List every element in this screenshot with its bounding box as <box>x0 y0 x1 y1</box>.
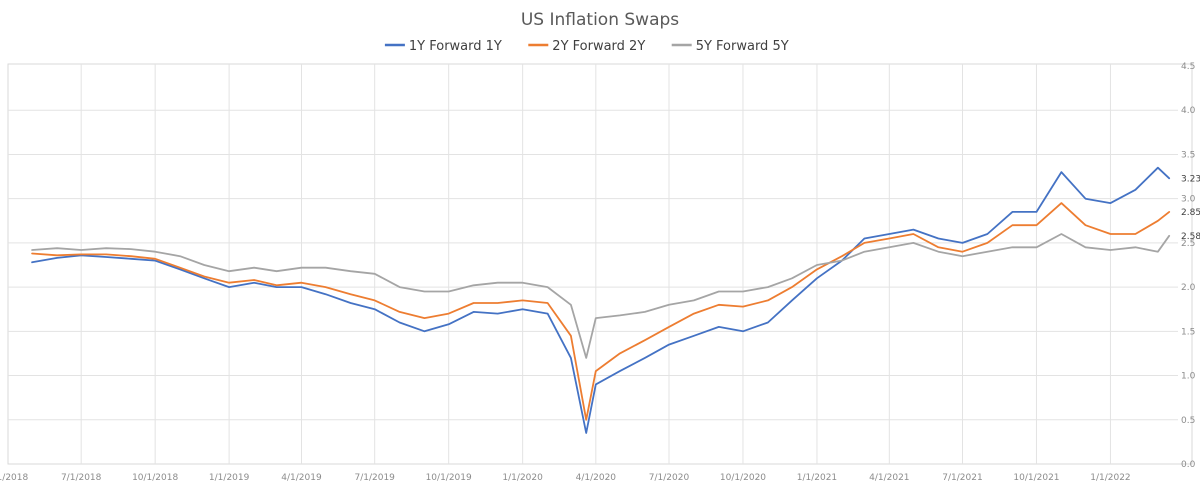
x-tick-label: 10/1/2018 <box>132 473 178 483</box>
y-tick-label: 1.5 <box>1181 327 1195 337</box>
y-tick-label: 1.0 <box>1181 372 1196 382</box>
series-end-label: 2.58 <box>1181 232 1200 242</box>
x-tick-label: 7/1/2019 <box>354 473 395 483</box>
x-tick-label: 7/1/2021 <box>942 473 982 483</box>
x-tick-label: 7/1/2018 <box>61 473 102 483</box>
legend-label: 2Y Forward 2Y <box>552 39 645 54</box>
legend: 1Y Forward 1Y 2Y Forward 2Y 5Y Forward 5Y <box>384 39 789 54</box>
series-end-label: 3.23 <box>1181 174 1200 184</box>
y-tick-label: 4.5 <box>1181 62 1195 72</box>
y-tick-label: 3.0 <box>1181 195 1196 205</box>
y-tick-label: 2.0 <box>1181 283 1196 293</box>
x-tick-label: 7/1/2020 <box>649 473 690 483</box>
series-end-label: 2.85 <box>1181 208 1200 218</box>
y-tick-label: 0.0 <box>1181 460 1196 470</box>
x-tick-label: 1/1/2021 <box>797 473 837 483</box>
x-tick-label: 4/1/2019 <box>281 473 322 483</box>
x-tick-label: 4/1/2021 <box>869 473 909 483</box>
y-tick-label: 0.5 <box>1181 416 1195 426</box>
x-axis: 4/1/2018 7/1/2018 10/1/2018 1/1/2019 4/1/201… <box>0 473 1131 483</box>
legend-label: 1Y Forward 1Y <box>409 39 502 54</box>
end-labels: 3.23 2.85 2.58 <box>1181 174 1200 241</box>
x-tick-label: 4/1/2018 <box>0 473 28 483</box>
series-line <box>31 202 1171 421</box>
x-tick-label: 4/1/2020 <box>576 473 617 483</box>
y-tick-label: 3.5 <box>1181 150 1195 160</box>
y-tick-label: 4.0 <box>1181 106 1196 116</box>
grid <box>8 64 1178 464</box>
series-line <box>31 166 1171 434</box>
x-tick-label: 10/1/2021 <box>1013 473 1059 483</box>
plot-area-border <box>7 63 1193 465</box>
x-tick-label: 1/1/2020 <box>502 473 543 483</box>
chart-title: US Inflation Swaps <box>521 10 679 30</box>
series-line <box>31 233 1171 359</box>
series-group <box>31 166 1171 434</box>
x-tick-label: 10/1/2020 <box>720 473 766 483</box>
legend-label: 5Y Forward 5Y <box>696 39 789 54</box>
y-tick-label: 2.5 <box>1181 239 1195 249</box>
y-axis: 0.0 0.5 1.0 1.5 2.0 2.5 3.0 3.5 4.0 4.5 <box>1181 62 1196 470</box>
x-tick-label: 10/1/2019 <box>426 473 472 483</box>
x-tick-label: 1/1/2019 <box>209 473 250 483</box>
x-tick-label: 1/1/2022 <box>1090 473 1130 483</box>
